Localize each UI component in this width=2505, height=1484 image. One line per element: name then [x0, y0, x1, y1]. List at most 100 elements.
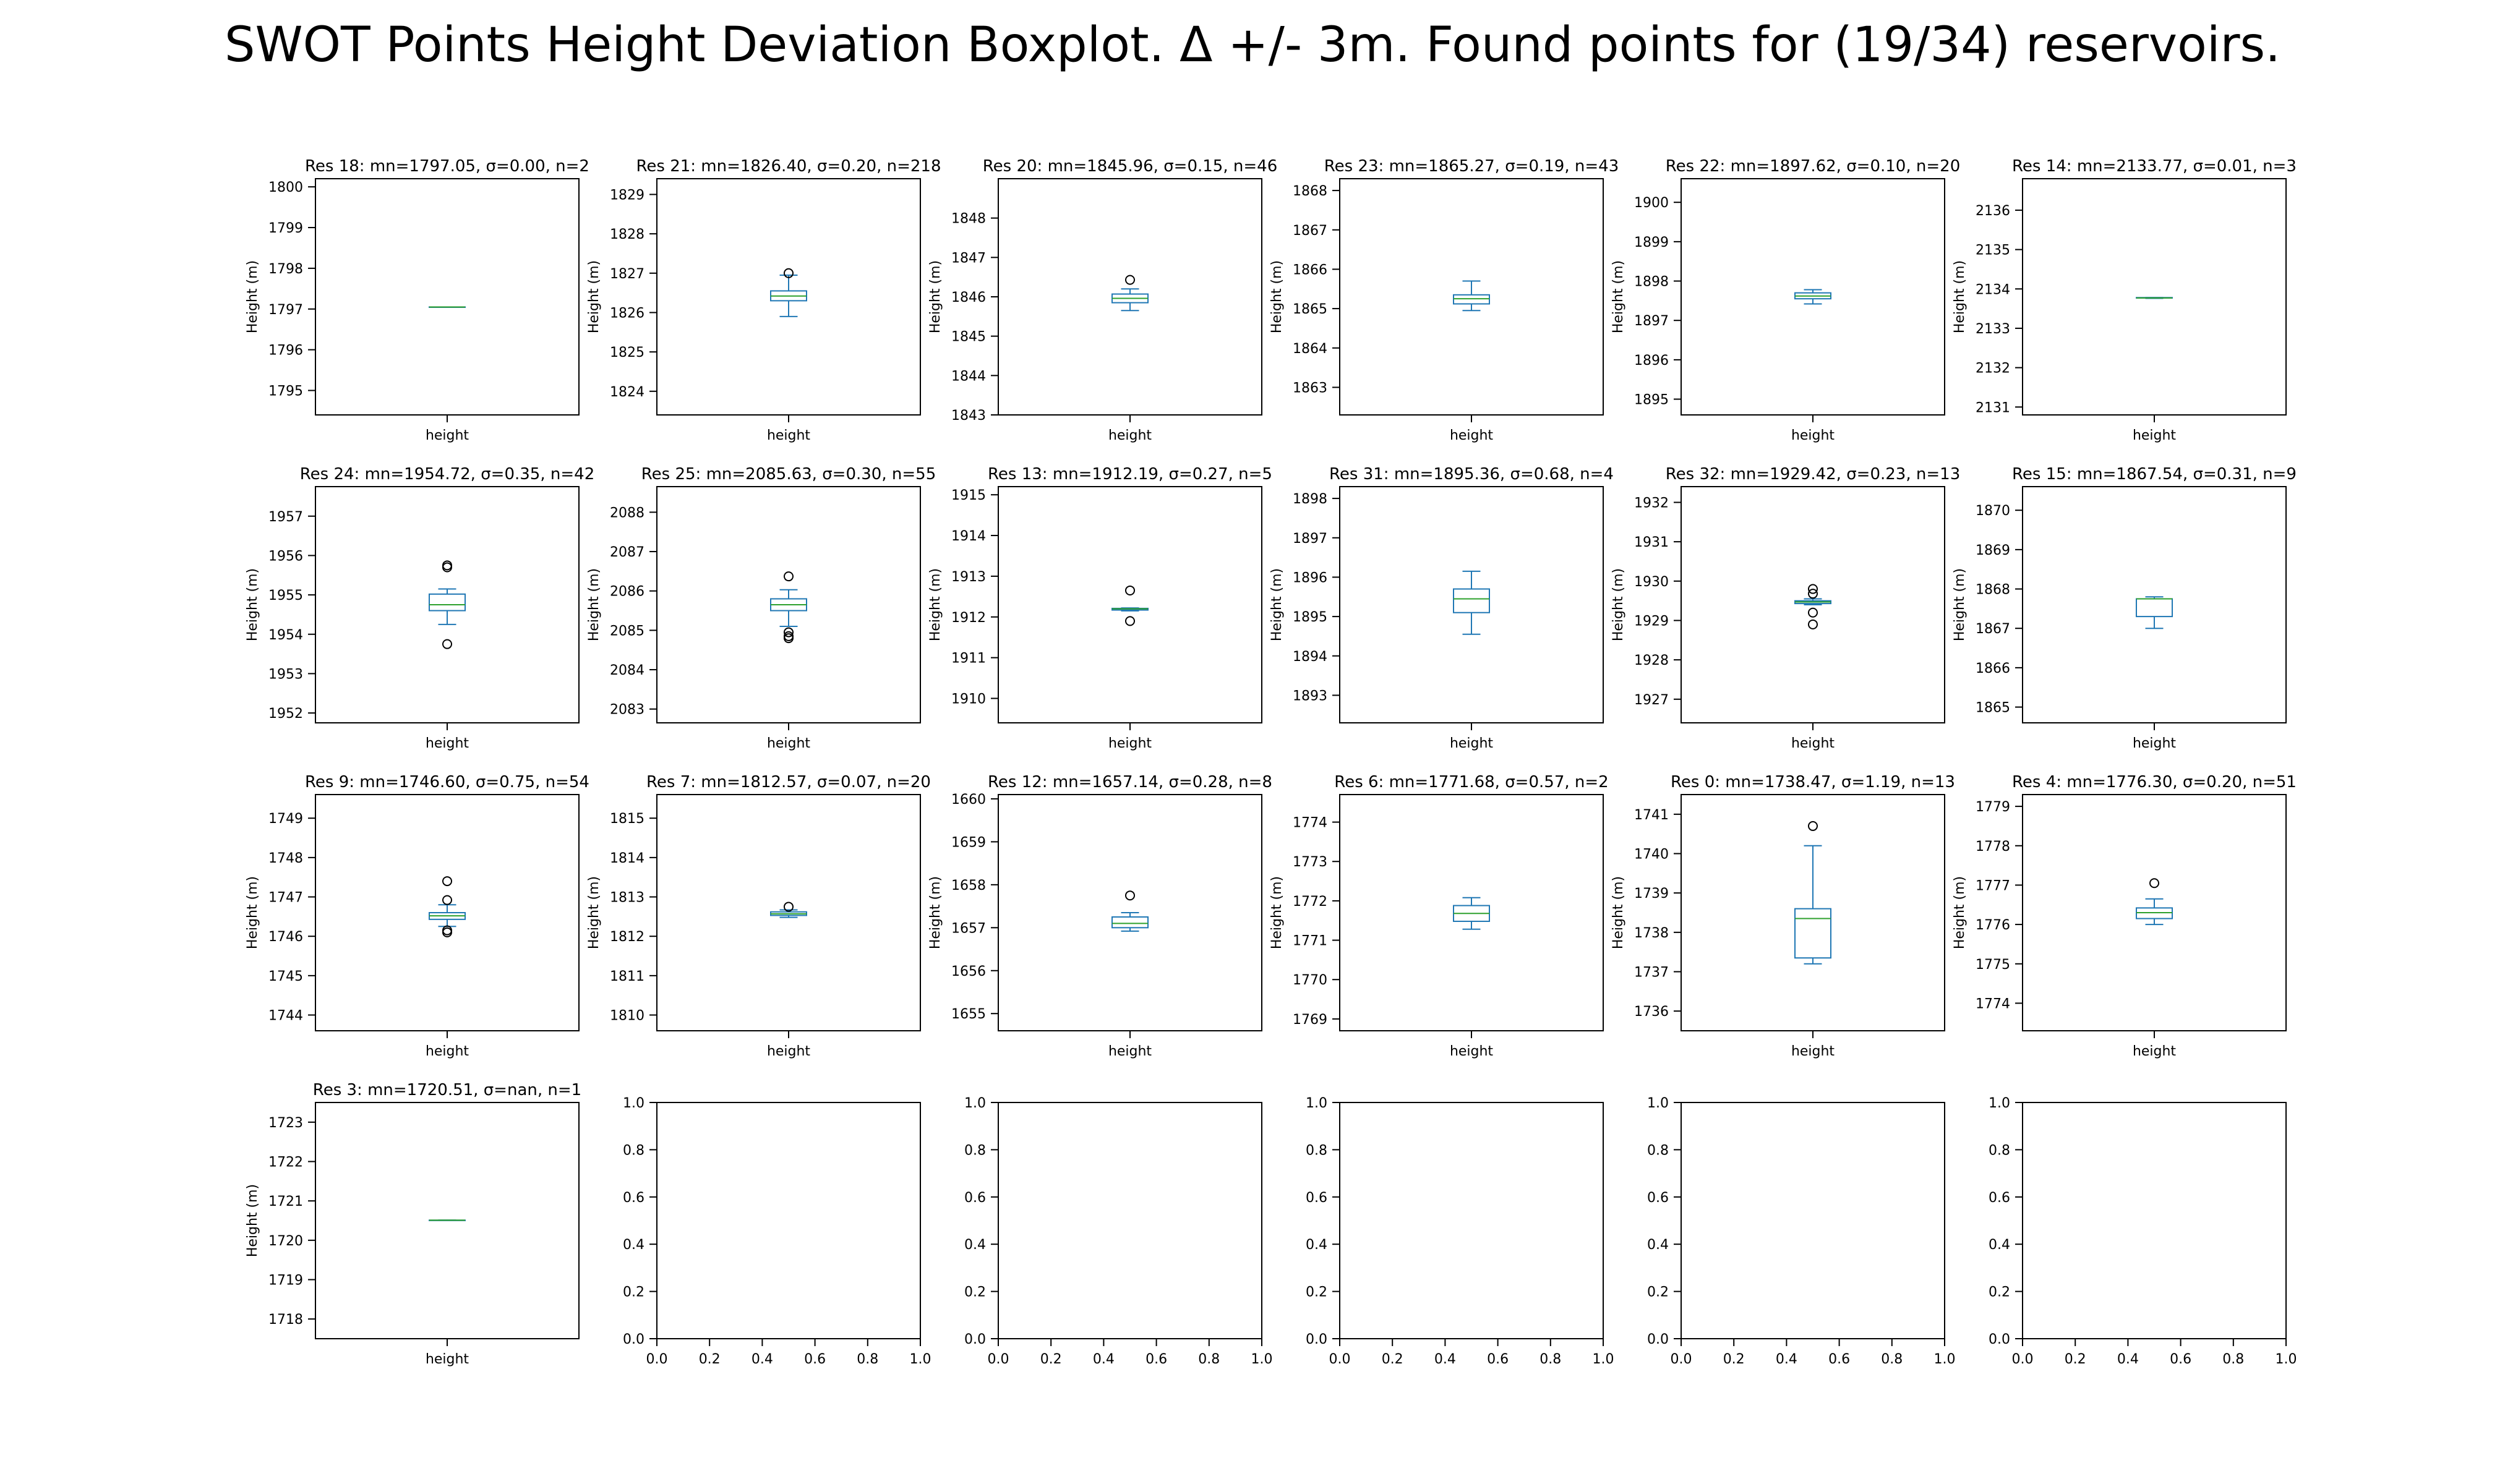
subplot-8-flier: [784, 627, 794, 638]
subplot-22-xtick-label: 0.2: [1382, 1352, 1403, 1367]
subplot-19-ytick-label: 1723: [268, 1115, 303, 1131]
subplot-15-ytick-label: 1659: [951, 835, 986, 850]
subplot-6-ytick-label: 2133: [1976, 322, 2010, 337]
subplot-11-ytick-label: 1927: [1634, 693, 1669, 708]
subplot-13-ytick-label: 1746: [268, 929, 303, 945]
subplot-9-flier: [1125, 616, 1135, 626]
subplot-5-ytick-label: 1896: [1634, 353, 1669, 369]
subplot-10-ytick-label: 1895: [1293, 610, 1327, 625]
subplot-24-xtick-label: 0.8: [2222, 1352, 2244, 1367]
subplot-14-ytick-label: 1810: [610, 1009, 644, 1024]
subplot-24-ytick-label: 0.8: [1989, 1143, 2010, 1158]
subplot-2-frame: [656, 178, 921, 416]
subplot-21-ytick-label: 1.0: [964, 1096, 986, 1111]
subplot-20-ytick-label: 0.2: [623, 1285, 644, 1300]
subplot-2-flier: [784, 268, 794, 278]
subplot-24-ytick-label: 0.4: [1989, 1237, 2010, 1253]
subplot-22-ytick-label: 0.4: [1306, 1237, 1327, 1253]
subplot-8-xtick-label: height: [767, 736, 810, 751]
subplot-9-ytick-label: 1911: [951, 651, 986, 667]
subplot-21-xtick-label: 0.8: [1198, 1352, 1220, 1367]
subplot-22-xtick-label: 1.0: [1593, 1352, 1614, 1367]
subplot-13-ytick-label: 1747: [268, 890, 303, 906]
subplot-4-ytick-label: 1863: [1293, 380, 1327, 396]
subplot-12-title: Res 15: mn=1867.54, σ=0.31, n=9: [2012, 465, 2297, 484]
subplot-7-xtick-label: height: [426, 736, 469, 751]
subplot-13-ylabel: Height (m): [245, 876, 260, 949]
subplot-18-xtick-label: height: [2133, 1044, 2176, 1059]
subplot-21-ytick-label: 0.4: [964, 1237, 986, 1253]
subplot-1-ytick-label: 1797: [268, 302, 303, 318]
subplot-9-xtick-label: height: [1108, 736, 1152, 751]
subplot-22-xtick-label: 0.4: [1434, 1352, 1456, 1367]
subplot-10-iqr-box: [1453, 588, 1490, 613]
subplot-12-ytick-label: 1867: [1976, 621, 2010, 637]
subplot-23-ytick-label: 0.2: [1647, 1285, 1669, 1300]
subplot-9-title: Res 13: mn=1912.19, σ=0.27, n=5: [988, 465, 1272, 484]
subplot-24-xtick-label: 0.0: [2012, 1352, 2034, 1367]
subplot-8-flier: [784, 633, 794, 644]
subplot-12-ytick-label: 1869: [1976, 543, 2010, 558]
subplot-18-ytick-label: 1774: [1976, 996, 2010, 1012]
subplot-1-ytick-label: 1796: [268, 343, 303, 359]
subplot-19-ylabel: Height (m): [245, 1184, 260, 1257]
subplot-9-ytick-label: 1910: [951, 691, 986, 707]
subplot-6-frame: [2022, 178, 2287, 416]
subplot-6-ytick-label: 2135: [1976, 243, 2010, 258]
subplot-11-ytick-label: 1928: [1634, 653, 1669, 668]
subplot-14-ytick-label: 1811: [610, 969, 644, 984]
subplot-23-xtick-label: 0.6: [1828, 1352, 1850, 1367]
subplot-5-ytick-label: 1899: [1634, 235, 1669, 250]
subplot-8-title: Res 25: mn=2085.63, σ=0.30, n=55: [641, 465, 936, 484]
subplot-4-xtick-label: height: [1450, 428, 1493, 443]
subplot-1-ytick-label: 1795: [268, 383, 303, 399]
subplot-22-ytick-label: 1.0: [1306, 1096, 1327, 1111]
subplot-19-ytick-label: 1721: [268, 1194, 303, 1209]
subplot-19-ytick-label: 1718: [268, 1312, 303, 1328]
subplot-8-ytick-label: 2088: [610, 505, 644, 521]
subplot-17-ytick-label: 1741: [1634, 808, 1669, 823]
subplot-10-xtick-label: height: [1450, 736, 1493, 751]
subplot-17-xtick-label: height: [1791, 1044, 1835, 1059]
subplot-24-ytick-label: 1.0: [1989, 1096, 2010, 1111]
subplot-21-xtick-label: 0.6: [1145, 1352, 1167, 1367]
subplot-20-frame: [656, 1102, 921, 1339]
subplot-24-ytick-label: 0.2: [1989, 1285, 2010, 1300]
subplot-12-ytick-label: 1870: [1976, 503, 2010, 519]
subplot-2-ytick-label: 1825: [610, 345, 644, 360]
subplot-2-xtick-label: height: [767, 428, 810, 443]
subplot-18-ytick-label: 1779: [1976, 800, 2010, 815]
subplot-5-ylabel: Height (m): [1611, 260, 1626, 333]
subplot-7-ytick-label: 1954: [268, 628, 303, 643]
subplot-18-ylabel: Height (m): [1952, 876, 1968, 949]
subplot-8-ytick-label: 2083: [610, 702, 644, 718]
subplot-22-ytick-label: 0.8: [1306, 1143, 1327, 1158]
subplot-20-xtick-label: 0.2: [699, 1352, 721, 1367]
subplot-6-title: Res 14: mn=2133.77, σ=0.01, n=3: [2012, 157, 2297, 176]
subplot-21-frame: [998, 1102, 1262, 1339]
subplot-12-ytick-label: 1868: [1976, 582, 2010, 598]
subplot-1-frame: [315, 178, 580, 416]
subplot-7-iqr-box: [429, 593, 466, 612]
subplot-20-ytick-label: 0.0: [623, 1332, 644, 1347]
subplot-9-ytick-label: 1912: [951, 610, 986, 626]
subplot-12-ytick-label: 1865: [1976, 701, 2010, 716]
subplot-3-ytick-label: 1845: [951, 330, 986, 345]
subplot-6-ytick-label: 2131: [1976, 400, 2010, 416]
subplot-14-ylabel: Height (m): [586, 876, 602, 949]
subplot-13-xtick-label: height: [426, 1044, 469, 1059]
subplot-24-xtick-label: 0.6: [2170, 1352, 2191, 1367]
subplot-19-xtick-label: height: [426, 1352, 469, 1367]
subplot-20-xtick-label: 1.0: [910, 1352, 931, 1367]
subplot-21-ytick-label: 0.2: [964, 1285, 986, 1300]
subplot-21-xtick-label: 0.4: [1093, 1352, 1115, 1367]
subplot-1-title: Res 18: mn=1797.05, σ=0.00, n=2: [305, 157, 589, 176]
subplot-4-ytick-label: 1864: [1293, 341, 1327, 357]
subplot-13-flier: [442, 925, 452, 936]
subplot-18-ytick-label: 1777: [1976, 878, 2010, 893]
subplot-4-ytick-label: 1865: [1293, 302, 1327, 317]
subplot-10-ytick-label: 1897: [1293, 531, 1327, 547]
subplot-20-xtick-label: 0.0: [646, 1352, 668, 1367]
subplot-15-flier: [1125, 890, 1135, 901]
